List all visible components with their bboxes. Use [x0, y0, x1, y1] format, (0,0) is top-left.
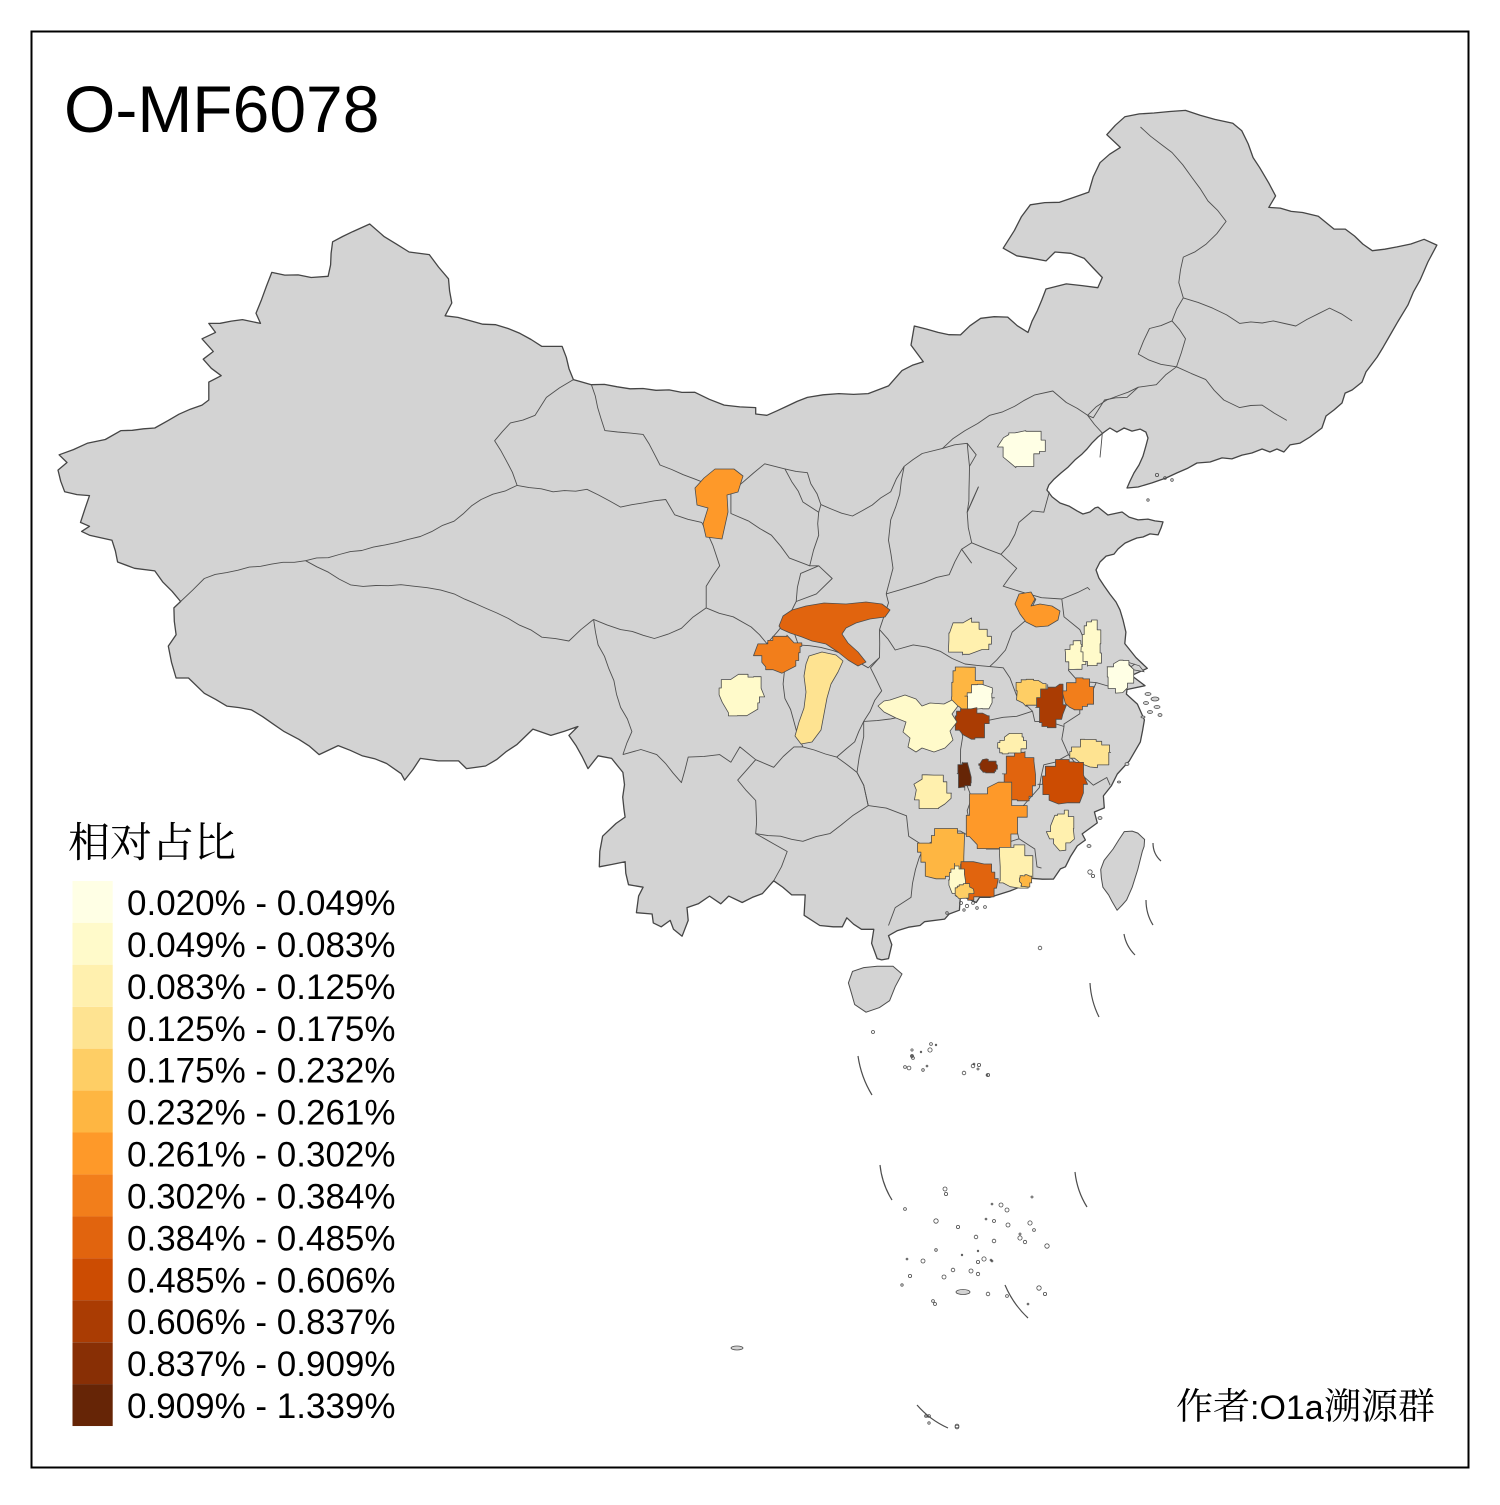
- svg-text:0.232% - 0.261%: 0.232% - 0.261%: [127, 1094, 396, 1133]
- svg-text:0.384% - 0.485%: 0.384% - 0.485%: [127, 1219, 396, 1258]
- svg-text:0.049% - 0.083%: 0.049% - 0.083%: [127, 926, 396, 965]
- svg-text:0.020% - 0.049%: 0.020% - 0.049%: [127, 884, 396, 923]
- svg-text:0.909% - 1.339%: 0.909% - 1.339%: [127, 1387, 396, 1426]
- svg-text:0.261% - 0.302%: 0.261% - 0.302%: [127, 1136, 396, 1175]
- svg-text:O-MF6078: O-MF6078: [64, 72, 379, 146]
- svg-text:0.175% - 0.232%: 0.175% - 0.232%: [127, 1052, 396, 1091]
- svg-text:0.837% - 0.909%: 0.837% - 0.909%: [127, 1345, 396, 1384]
- svg-text:0.485% - 0.606%: 0.485% - 0.606%: [127, 1261, 396, 1300]
- svg-text:0.125% - 0.175%: 0.125% - 0.175%: [127, 1010, 396, 1049]
- svg-text:0.302% - 0.384%: 0.302% - 0.384%: [127, 1178, 396, 1217]
- svg-text::O1a: :O1a: [1250, 1389, 1324, 1427]
- svg-text:0.083% - 0.125%: 0.083% - 0.125%: [127, 968, 396, 1007]
- svg-text:0.606% - 0.837%: 0.606% - 0.837%: [127, 1303, 396, 1342]
